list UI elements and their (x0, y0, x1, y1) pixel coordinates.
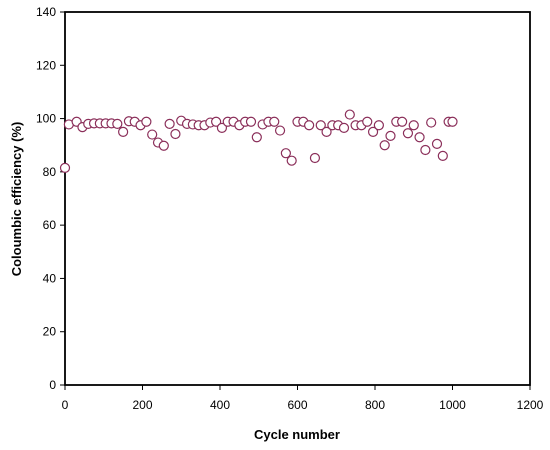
data-point (245, 116, 257, 127)
data-point (344, 109, 355, 120)
x-tick-label: 400 (210, 398, 230, 412)
data-point (379, 140, 390, 151)
data-point (408, 120, 419, 131)
data-point (362, 116, 373, 127)
x-tick-label: 1200 (517, 398, 544, 412)
data-point (397, 116, 408, 127)
data-point (164, 118, 175, 130)
data-point (426, 117, 437, 128)
data-point (437, 150, 448, 161)
x-axis-label: Cycle number (254, 427, 340, 442)
data-point (251, 132, 262, 143)
data-point (367, 126, 379, 137)
y-tick-label: 60 (43, 218, 57, 232)
data-point (158, 140, 169, 151)
x-tick-label: 800 (365, 398, 385, 412)
data-point (420, 144, 431, 156)
data-point (59, 162, 71, 173)
data-point (112, 118, 123, 130)
data-point (269, 116, 280, 127)
x-tick-label: 1000 (439, 398, 466, 412)
data-point (211, 116, 222, 127)
y-tick-label: 20 (43, 325, 57, 339)
x-tick-label: 600 (287, 398, 307, 412)
data-point (304, 120, 315, 131)
data-point (414, 132, 425, 143)
data-point (274, 125, 286, 136)
data-point (286, 155, 297, 166)
data-point (216, 122, 228, 133)
data-point (280, 148, 291, 159)
data-point (338, 122, 350, 133)
data-point (321, 126, 332, 137)
y-tick-label: 100 (36, 112, 56, 126)
y-axis-ticks: 0 20 40 60 80 100 120 140 (36, 5, 65, 392)
data-point (315, 120, 326, 131)
y-tick-label: 140 (36, 5, 56, 19)
y-tick-label: 0 (49, 378, 56, 392)
data-point (447, 116, 458, 127)
data-points (59, 109, 458, 173)
data-point (170, 128, 181, 140)
y-tick-label: 80 (43, 165, 57, 179)
data-point (385, 130, 396, 141)
data-point (373, 120, 384, 131)
data-point (147, 129, 158, 140)
plot-area-frame (64, 11, 531, 386)
y-tick-label: 40 (43, 271, 57, 285)
data-point (141, 116, 152, 127)
x-tick-label: 200 (132, 398, 152, 412)
x-tick-label: 0 (62, 398, 69, 412)
data-point (309, 152, 321, 164)
data-point (431, 138, 443, 149)
y-axis-label: Coloumbic efficiency (%) (9, 122, 24, 277)
y-tick-label: 120 (36, 58, 56, 72)
x-axis-ticks: 0 200 400 600 800 1000 1200 (62, 385, 544, 412)
data-point (118, 126, 129, 137)
data-point (402, 128, 414, 139)
